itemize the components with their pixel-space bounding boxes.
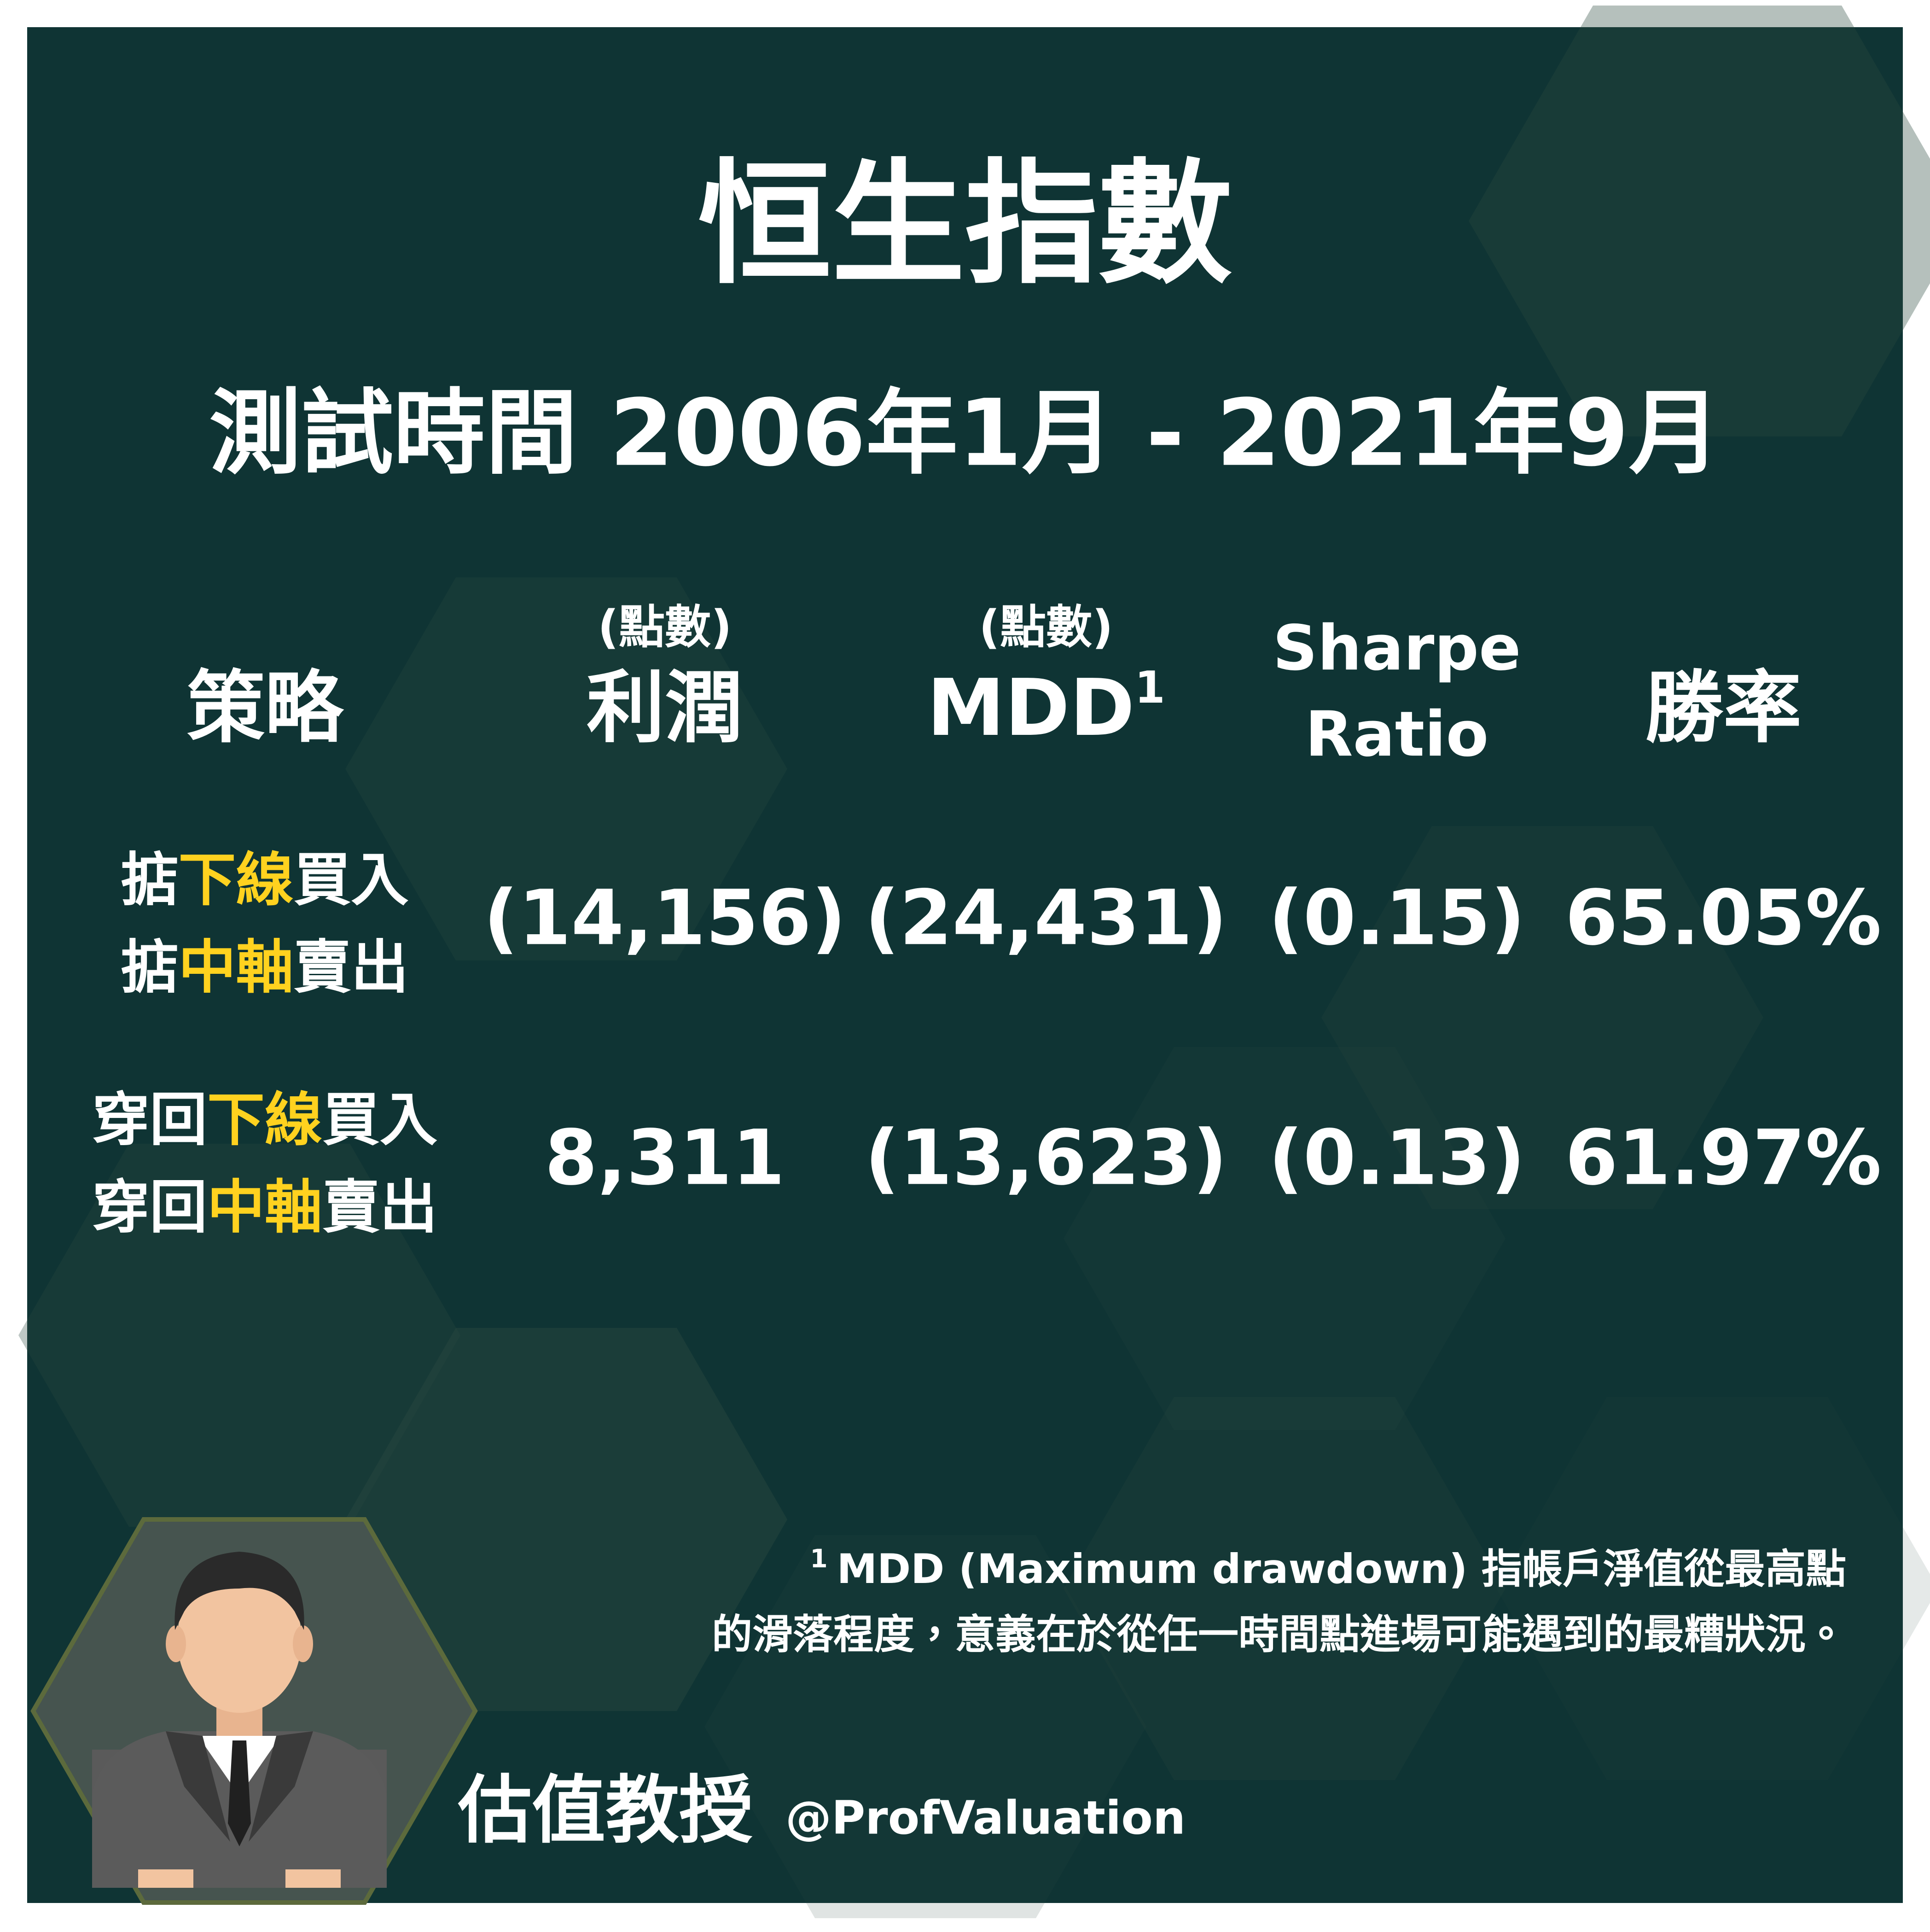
author-handle: @ProfValuation — [785, 1791, 1186, 1845]
strategy-segment: 下線 — [207, 1087, 322, 1153]
subtitle: 測試時間 2006年1月 - 2021年9月 — [209, 380, 1721, 487]
strategy-line: 穿回下線買入 — [92, 1087, 437, 1153]
hexagon — [18, 1144, 460, 1527]
table-cell: (13,623) — [865, 1113, 1227, 1202]
hexagon — [345, 1328, 787, 1711]
strategy-segment: 掂 — [121, 934, 179, 1001]
strategy-segment: 賣出 — [322, 1174, 437, 1241]
header-label: 策略 — [186, 663, 344, 754]
header-unit: (點數) — [598, 600, 732, 654]
header-line: Sharpe — [1273, 612, 1521, 684]
hexagon — [704, 1535, 1146, 1918]
table-cell: 8,311 — [545, 1113, 785, 1202]
strategy-segment: 中軸 — [179, 934, 294, 1001]
table-cell: (0.13) — [1268, 1113, 1525, 1202]
header-unit: (點數) — [979, 600, 1113, 654]
strategy-segment: 中軸 — [207, 1174, 322, 1241]
table-cell: (24,431) — [865, 873, 1227, 962]
header-label: 勝率 — [1645, 663, 1802, 754]
table-cell: 61.97% — [1565, 1113, 1881, 1202]
strategy-segment: 穿回 — [92, 1174, 207, 1241]
strategy-line: 穿回中軸賣出 — [92, 1174, 437, 1241]
strategy-segment: 買入 — [322, 1087, 437, 1153]
header-line: Ratio — [1305, 698, 1489, 770]
strategy-segment: 穿回 — [92, 1087, 207, 1153]
footnote-line: 的滑落程度，意義在於從任一時間點進場可能遇到的最糟狀況。 — [712, 1611, 1846, 1658]
hexagon — [1496, 1397, 1930, 1780]
hexagon — [345, 577, 787, 960]
footnote: 1 MDD (Maximum drawdown) 指帳戶淨值從最高點的滑落程度，意… — [712, 1544, 1846, 1658]
header-sup: 1 — [1135, 663, 1165, 713]
strategy-line: 掂下線買入 — [121, 847, 409, 914]
strategy-segment: 掂 — [121, 847, 179, 914]
header-text: 策略 — [186, 663, 344, 754]
hexagon — [1064, 1047, 1506, 1430]
table-cell: (0.15) — [1268, 873, 1525, 962]
hexagon — [1469, 6, 1930, 436]
header-label: 利潤 — [587, 663, 743, 754]
hexagon — [1064, 1397, 1506, 1780]
strategy-line: 掂中軸賣出 — [121, 934, 409, 1001]
author-name: 估值教授 — [458, 1767, 753, 1853]
table-cell: (14,156) — [483, 873, 846, 962]
strategy-segment: 賣出 — [294, 934, 409, 1001]
footnote-text: MDD (Maximum drawdown) 指帳戶淨值從最高點 — [837, 1545, 1846, 1593]
avatar — [30, 1517, 478, 1905]
footnote-text: 的滑落程度，意義在於從任一時間點進場可能遇到的最糟狀況。 — [712, 1611, 1846, 1658]
hexagon — [1321, 826, 1763, 1209]
decor-hexagons — [18, 6, 1930, 1918]
footnote-marker: 1 — [810, 1544, 827, 1573]
strategy-segment: 下線 — [179, 847, 294, 914]
header-text: MDD — [927, 663, 1134, 754]
header-text: 利潤 — [587, 663, 743, 754]
header-text: 勝率 — [1645, 663, 1802, 754]
header-label: MDD1 — [927, 663, 1165, 754]
footnote-line: 1 MDD (Maximum drawdown) 指帳戶淨值從最高點 — [810, 1544, 1846, 1593]
table-cell: 65.05% — [1565, 873, 1881, 962]
strategy-segment: 買入 — [294, 847, 409, 914]
title: 恒生指數 — [698, 147, 1232, 302]
